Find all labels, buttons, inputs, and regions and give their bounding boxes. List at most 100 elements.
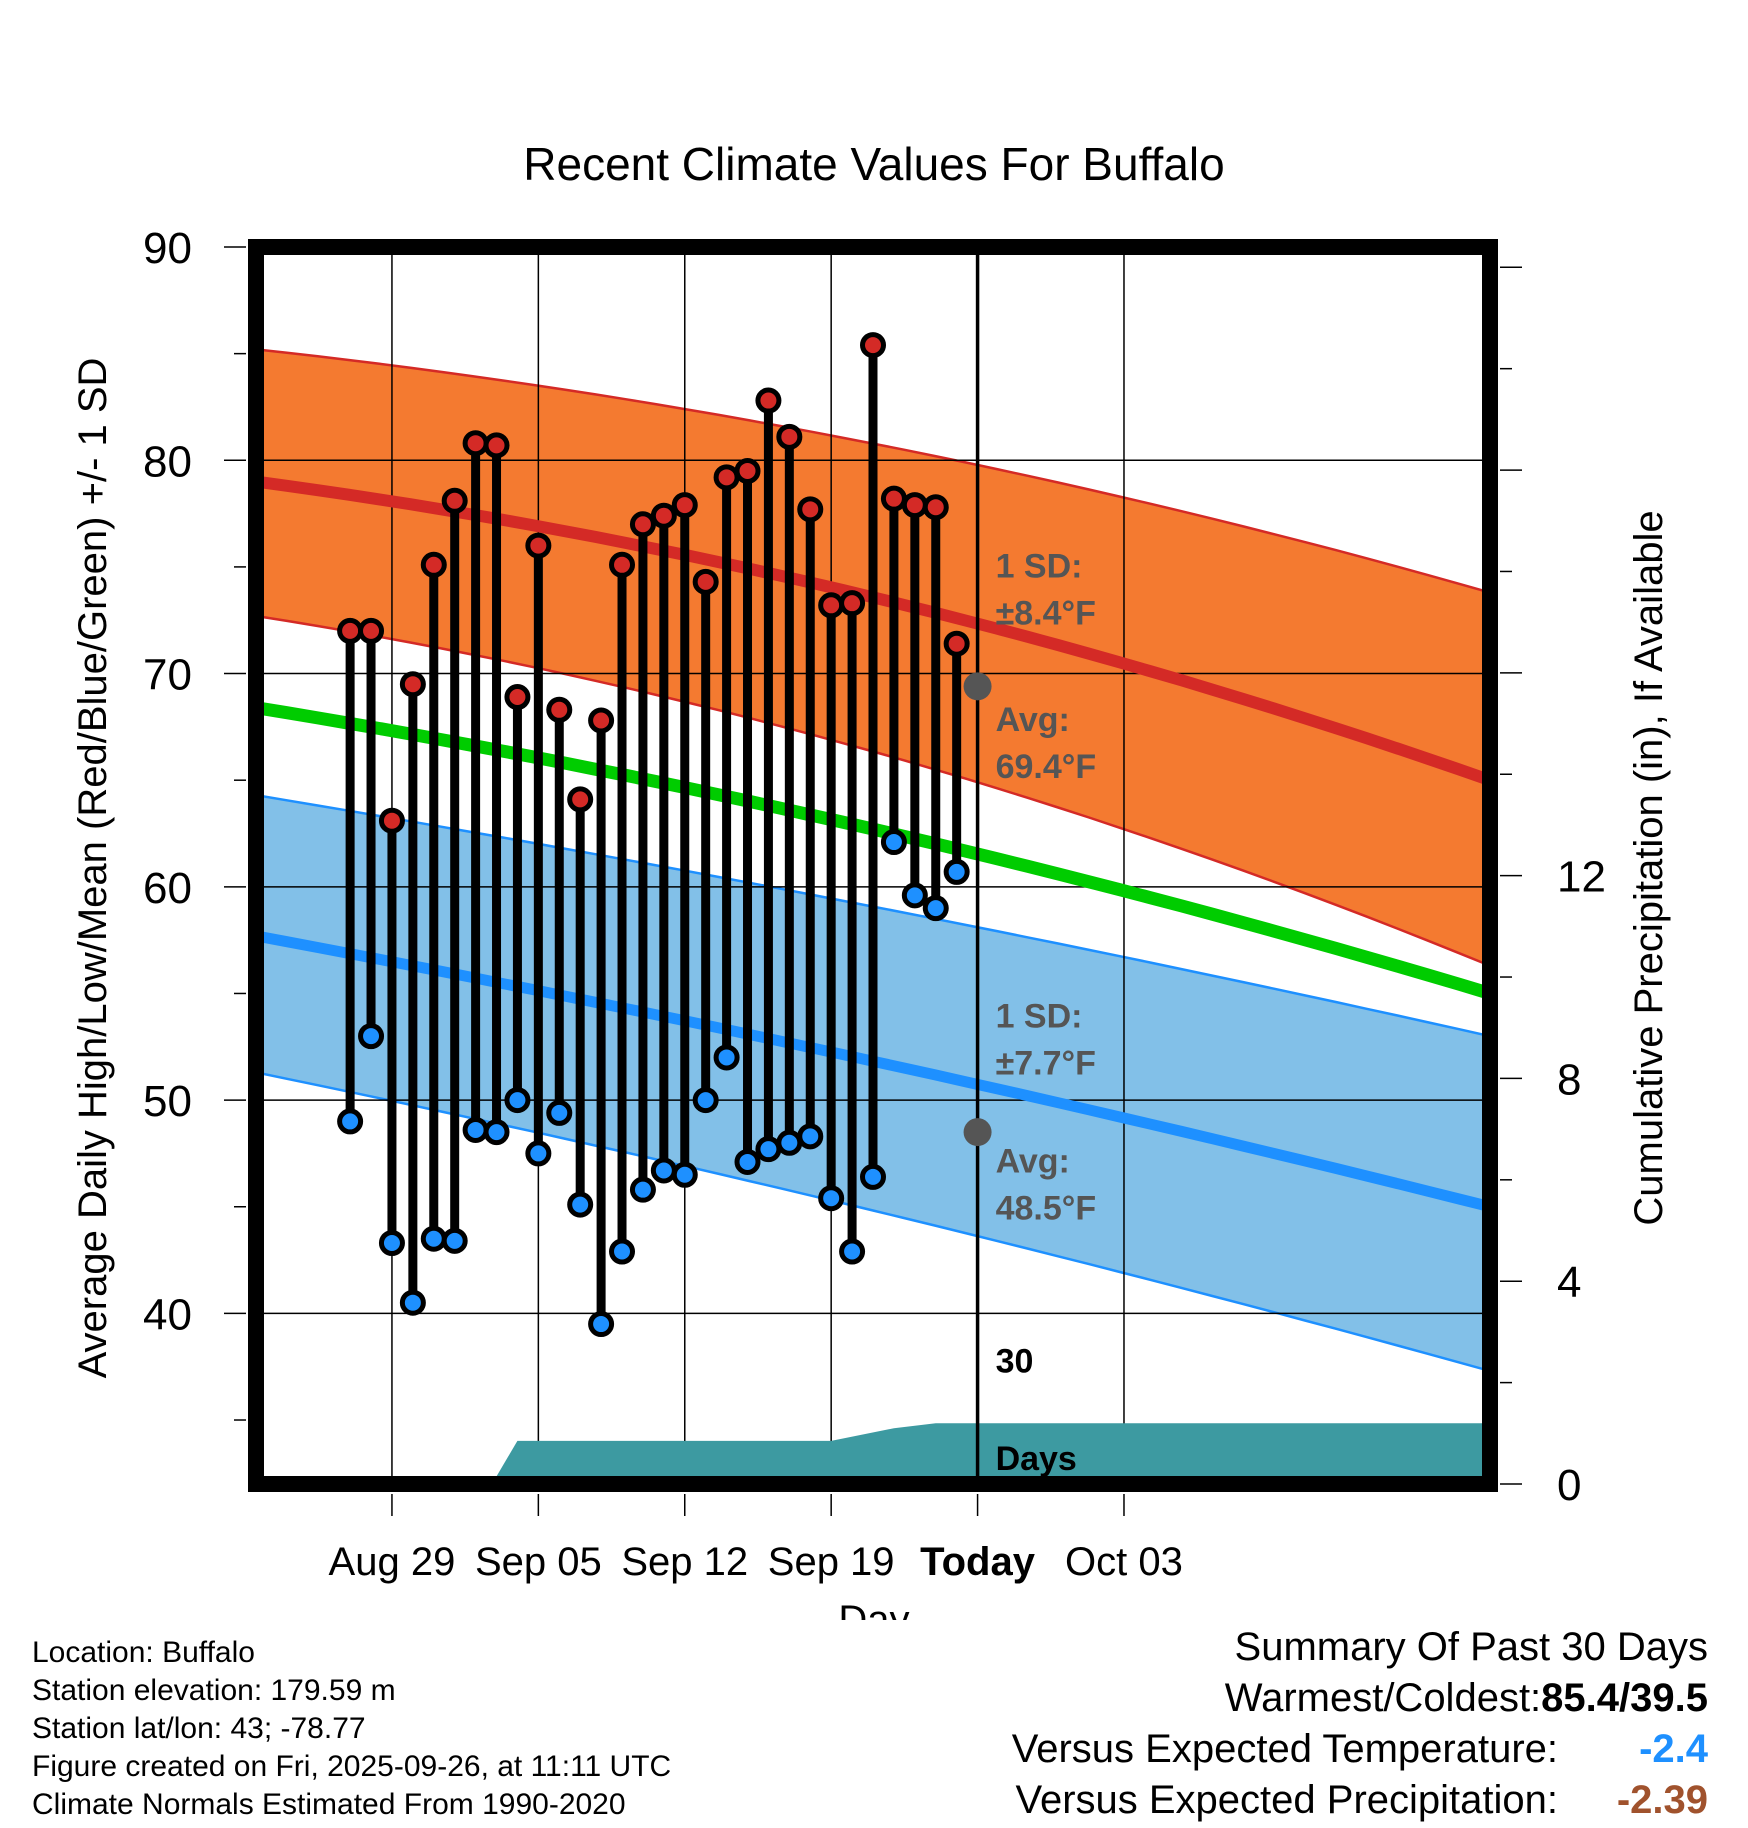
high-sd-value: ±8.4°F [996, 594, 1096, 632]
y-tick-label: 60 [143, 864, 192, 913]
high-dot [441, 487, 468, 514]
summary-title: Summary Of Past 30 Days [1234, 1625, 1708, 1669]
high-dot [692, 568, 719, 595]
high-avg-label: Avg: [996, 701, 1070, 739]
high-dot [901, 492, 928, 519]
low-dot [880, 829, 907, 856]
low-dot [797, 1123, 824, 1150]
latlon-text: Station lat/lon: 43; -78.77 [32, 1712, 366, 1745]
warm-cold-value: 85.4/39.5 [1541, 1676, 1708, 1720]
high-dot [671, 492, 698, 519]
temp-departure-value: -2.4 [1639, 1727, 1708, 1771]
high-dot [504, 684, 531, 711]
y-tick-label: 90 [143, 224, 192, 273]
low-dot [755, 1136, 782, 1163]
summary-panel: Summary Of Past 30 Days Warmest/Coldest:… [1012, 1622, 1708, 1826]
low-avg-value: 48.5°F [996, 1190, 1097, 1228]
high-dot [609, 551, 636, 578]
low-avg-marker [963, 1118, 992, 1147]
precipitation-area-fill [256, 1423, 1490, 1484]
low-dot [441, 1227, 468, 1254]
axes: 40 50 60 70 80 90 0 4 8 12 Aug 29 Sep 05 Sep 12 Sep 1… [143, 224, 1606, 1584]
y2-tick-label: 12 [1557, 853, 1606, 902]
low-dot [692, 1087, 719, 1114]
x-tick-label: Sep 19 [768, 1540, 895, 1584]
high-dot [462, 430, 489, 457]
y-tick-label: 70 [143, 651, 192, 700]
daily-range-stems [345, 345, 962, 1325]
low-dot [650, 1157, 677, 1184]
high-dot [588, 707, 615, 734]
low-dot [337, 1108, 364, 1135]
x-tick-label: Aug 29 [329, 1540, 456, 1584]
plot-border [248, 239, 1498, 1492]
y2-axis-label: Cumulative Precipitation (in), If Availa… [1627, 510, 1671, 1225]
high-dot [734, 457, 761, 484]
y-tick-label: 80 [143, 437, 192, 486]
low-dot [525, 1140, 552, 1167]
high-dot [943, 630, 970, 657]
created-text: Figure created on Fri, 2025-09-26, at 11… [32, 1750, 672, 1783]
high-dot [922, 494, 949, 521]
high-avg-marker [963, 672, 992, 701]
x-tick-label: Oct 03 [1065, 1540, 1183, 1584]
high-dot [420, 551, 447, 578]
high-dot [567, 786, 594, 813]
low-dot [588, 1311, 615, 1338]
y2-tick-label: 4 [1557, 1258, 1581, 1307]
low-dot [901, 882, 928, 909]
y-tick-label: 50 [143, 1077, 192, 1126]
temp-departure-label: Versus Expected Temperature: [1011, 1727, 1558, 1771]
low-dot [839, 1238, 866, 1265]
days-label: Days [996, 1440, 1077, 1478]
climate-chart: 1 SD: ±8.4°F Avg: 69.4°F 1 SD: ±7.7°F Avg: 48.5… [71, 138, 1671, 1620]
normals-text: Climate Normals Estimated From 1990-2020 [32, 1788, 626, 1821]
high-dot [546, 696, 573, 723]
high-dot [755, 387, 782, 414]
high-dot [839, 590, 866, 617]
high-dot [629, 511, 656, 538]
high-avg-value: 69.4°F [996, 748, 1097, 786]
location-text: Location: Buffalo [32, 1636, 255, 1669]
y2-tick-label: 8 [1557, 1055, 1581, 1104]
low-dot [420, 1225, 447, 1252]
high-dot [776, 423, 803, 450]
low-dot [358, 1023, 385, 1050]
high-dot [337, 617, 364, 644]
y-tick-label: 40 [143, 1290, 192, 1339]
low-dot [860, 1163, 886, 1190]
low-dot [504, 1087, 531, 1114]
low-dot [629, 1176, 656, 1203]
low-avg-label: Avg: [996, 1143, 1070, 1181]
x-tick-label: Sep 05 [475, 1540, 602, 1584]
high-dot [399, 671, 426, 698]
daily-dots [337, 332, 970, 1338]
low-dot [546, 1099, 573, 1126]
annotations: 1 SD: ±8.4°F Avg: 69.4°F 1 SD: ±7.7°F Avg: 48.5… [963, 548, 1097, 1478]
low-dot [671, 1161, 698, 1188]
precip-departure-value: -2.39 [1616, 1778, 1708, 1822]
plot-frame [248, 239, 1498, 1492]
precip-departure-label: Versus Expected Precipitation: [1015, 1778, 1558, 1822]
low-dot [922, 895, 949, 922]
low-sd-value: ±7.7°F [996, 1045, 1096, 1083]
high-dot [818, 592, 845, 619]
low-dot [734, 1148, 761, 1175]
low-dot [609, 1238, 636, 1265]
low-dot [483, 1119, 510, 1146]
low-dot [818, 1185, 845, 1212]
high-dot [880, 485, 907, 512]
high-dot [525, 532, 552, 559]
high-dot [650, 502, 677, 529]
days-count: 30 [996, 1342, 1034, 1380]
low-dot [399, 1289, 426, 1316]
x-tick-label: Today [920, 1540, 1036, 1584]
low-dot [462, 1116, 489, 1143]
high-dot [713, 464, 740, 491]
y2-tick-label: 0 [1557, 1461, 1581, 1510]
low-dot [567, 1191, 594, 1218]
y-axis-label: Average Daily High/Low/Mean (Red/Blue/Gr… [71, 358, 115, 1379]
high-dot [797, 496, 824, 523]
low-sd-label: 1 SD: [996, 998, 1083, 1036]
x-axis-label: Day [838, 1598, 909, 1620]
